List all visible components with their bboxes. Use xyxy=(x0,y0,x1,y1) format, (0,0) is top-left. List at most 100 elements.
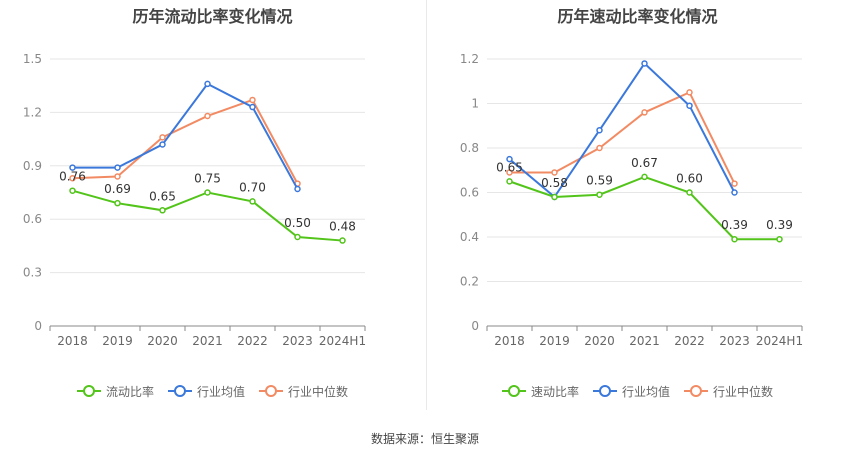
data-label: 0.69 xyxy=(104,182,131,196)
data-point xyxy=(114,164,121,171)
legend-dot xyxy=(173,385,186,397)
data-point xyxy=(641,60,648,67)
legend: 流动比率 行业均值 行业中位数 xyxy=(0,382,425,400)
data-point xyxy=(596,191,603,198)
quick-ratio-plot: 0 0.2 0.4 0.6 0.8 1 1.2 2018 2019 2020 2021 2022 202… xyxy=(460,52,803,348)
data-point xyxy=(506,155,513,163)
series-line xyxy=(508,61,736,199)
data-point xyxy=(596,144,603,152)
x-tick-label: 2019 xyxy=(539,334,570,348)
legend-item[interactable]: 行业均值 xyxy=(592,383,670,400)
y-tick-label: 1 xyxy=(471,97,479,111)
data-label: 0.39 xyxy=(721,218,748,232)
data-point xyxy=(69,175,76,182)
y-tick-label: 0.9 xyxy=(23,159,42,173)
current-ratio-plot: 0 0.3 0.6 0.9 1.2 1.5 2018 2019 2020 2021 2022 2023… xyxy=(23,52,366,348)
y-tick-label: 1.5 xyxy=(23,52,42,66)
data-point xyxy=(506,169,513,176)
legend-label: 行业均值 xyxy=(196,384,245,399)
y-tick-label: 0.3 xyxy=(23,266,42,280)
data-label: 0.65 xyxy=(149,189,176,203)
x-tick-label: 2021 xyxy=(629,334,660,348)
data-point xyxy=(159,141,166,148)
chart-title: 历年流动比率变化情况 xyxy=(132,7,293,26)
x-tick-label: 2023 xyxy=(719,334,750,348)
data-point xyxy=(249,96,256,104)
data-point xyxy=(731,235,738,243)
data-label: 0.58 xyxy=(541,176,568,190)
data-point xyxy=(686,102,693,109)
panel-divider xyxy=(426,0,427,410)
data-point xyxy=(776,235,783,243)
data-label: 0.39 xyxy=(766,218,793,232)
y-tick-label: 0.6 xyxy=(23,212,42,226)
legend-marker-icon xyxy=(259,384,283,398)
data-label: 0.70 xyxy=(239,180,266,194)
legend-dot xyxy=(690,385,702,397)
x-tick-label: 2018 xyxy=(494,334,525,348)
y-tick-label: 0.2 xyxy=(460,275,479,289)
legend-label: 速动比率 xyxy=(530,384,579,399)
legend-label: 行业中位数 xyxy=(288,384,349,399)
data-point xyxy=(204,112,211,120)
data-point xyxy=(69,187,76,194)
y-tick-label: 0.8 xyxy=(460,141,479,155)
legend-marker-icon xyxy=(501,384,526,398)
data-point xyxy=(731,189,738,196)
y-tick-label: 0.4 xyxy=(460,230,479,244)
legend: 速动比率 行业均值 行业中位数 xyxy=(425,382,850,400)
series-line xyxy=(72,98,299,185)
data-label: 0.67 xyxy=(631,156,658,170)
legend-dot xyxy=(598,385,611,397)
legend-marker-icon xyxy=(167,384,192,398)
chart-title: 历年速动比率变化情况 xyxy=(557,7,718,26)
legend-dot xyxy=(265,385,277,397)
x-tick-label: 2022 xyxy=(237,334,268,348)
data-point xyxy=(686,189,693,196)
data-point xyxy=(551,193,558,201)
y-tick-label: 0.6 xyxy=(460,186,479,200)
legend-marker-icon xyxy=(592,384,617,398)
legend-item[interactable]: 行业均值 xyxy=(167,383,245,400)
data-point xyxy=(339,237,346,244)
y-tick-label: 1.2 xyxy=(460,52,479,66)
data-point xyxy=(294,185,301,193)
data-point xyxy=(69,164,76,171)
x-tick-label: 2022 xyxy=(674,334,705,348)
data-point xyxy=(731,180,738,187)
data-point xyxy=(114,173,121,180)
legend-item[interactable]: 行业中位数 xyxy=(684,383,773,400)
data-point xyxy=(159,134,166,141)
series-line xyxy=(72,82,299,190)
current-ratio-chart: 历年流动比率变化情况 0 0.3 0.6 0.9 1.2 1.5 2018 2019 2020 2… xyxy=(0,0,425,410)
data-point xyxy=(641,109,648,116)
data-point xyxy=(596,126,603,134)
data-point xyxy=(159,207,166,214)
y-tick-label: 1.2 xyxy=(23,105,42,119)
data-point xyxy=(204,80,211,88)
legend-marker-icon xyxy=(76,384,101,398)
data-label: 0.65 xyxy=(496,160,523,174)
quick-ratio-chart: 历年速动比率变化情况 0 0.2 0.4 0.6 0.8 1 1.2 2018 2019 2020… xyxy=(425,0,850,410)
data-label: 0.60 xyxy=(676,172,703,186)
data-point xyxy=(249,198,256,205)
legend-dot xyxy=(507,385,520,397)
legend-label: 行业均值 xyxy=(621,384,670,399)
legend-marker-icon xyxy=(684,384,708,398)
legend-item[interactable]: 行业中位数 xyxy=(259,383,348,400)
data-label: 0.50 xyxy=(284,216,311,230)
data-label: 0.59 xyxy=(586,174,613,188)
data-point xyxy=(641,173,648,181)
x-tick-label: 2020 xyxy=(147,334,178,348)
legend-dot xyxy=(82,385,95,397)
data-label: 0.76 xyxy=(59,170,86,184)
data-point xyxy=(114,199,121,207)
x-tick-label: 2023 xyxy=(282,334,313,348)
series-line xyxy=(509,91,736,185)
x-tick-label: 2018 xyxy=(57,334,88,348)
legend-item[interactable]: 速动比率 xyxy=(501,383,579,400)
x-tick-label: 2020 xyxy=(584,334,615,348)
x-tick-label: 2019 xyxy=(102,334,133,348)
legend-label: 行业中位数 xyxy=(713,384,774,399)
legend-item[interactable]: 流动比率 xyxy=(76,383,154,400)
